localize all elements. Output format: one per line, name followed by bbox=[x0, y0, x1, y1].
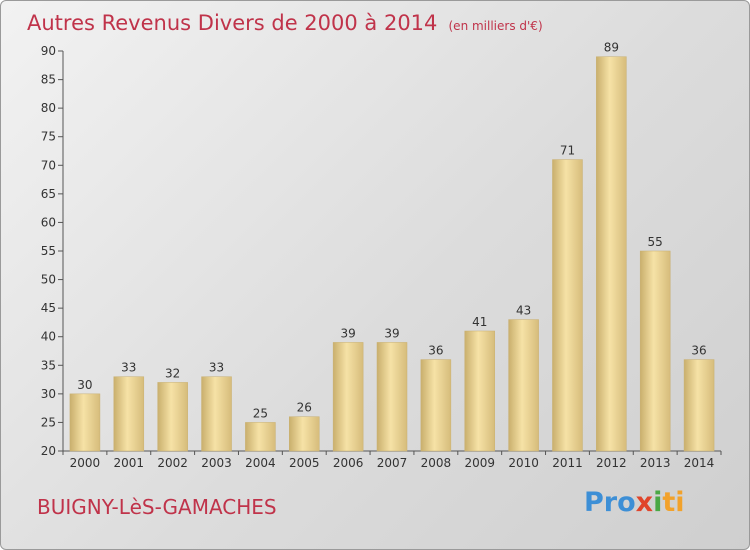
y-axis: 20 25 30 35 40 45 50 55 60 65 70 75 80 85 90 bbox=[41, 44, 64, 458]
bar-value-label: 25 bbox=[253, 406, 268, 420]
x-tick-label: 2009 bbox=[464, 456, 495, 470]
x-axis: 2000 2001 2002 2003 2004 2005 2006 2007 2008 2009… bbox=[62, 450, 722, 470]
x-tick-label: 2005 bbox=[289, 456, 320, 470]
bar bbox=[113, 376, 145, 452]
y-tick-label: 40 bbox=[41, 330, 56, 344]
bar-value-label: 71 bbox=[560, 144, 575, 158]
bar bbox=[508, 319, 539, 452]
bar-value-label: 30 bbox=[77, 378, 92, 392]
bar bbox=[69, 393, 101, 452]
y-tick-label: 65 bbox=[41, 187, 56, 201]
chart-title: Autres Revenus Divers de 2000 à 2014 (en… bbox=[27, 11, 543, 35]
x-tick-label: 2014 bbox=[684, 456, 715, 470]
bar bbox=[332, 342, 364, 452]
logo-part-1: Pro bbox=[584, 487, 636, 518]
x-tick-label: 2004 bbox=[245, 456, 276, 470]
y-tick-label: 80 bbox=[41, 101, 56, 115]
bar-value-label: 89 bbox=[604, 41, 619, 55]
x-tick-label: 2008 bbox=[421, 456, 452, 470]
y-tick-label: 90 bbox=[41, 44, 56, 58]
bar bbox=[683, 359, 715, 452]
proxiti-logo: Proxiti bbox=[584, 487, 685, 518]
y-tick-label: 70 bbox=[41, 158, 56, 172]
bar bbox=[157, 382, 188, 452]
bar-value-label: 26 bbox=[297, 401, 312, 415]
x-tick-label: 2011 bbox=[552, 456, 583, 470]
logo-part-2: x bbox=[635, 487, 654, 518]
x-tick-label: 2007 bbox=[377, 456, 408, 470]
bar bbox=[552, 159, 583, 452]
x-tick-label: 2000 bbox=[70, 456, 101, 470]
bar bbox=[245, 422, 276, 452]
y-tick-label: 75 bbox=[41, 130, 56, 144]
bar bbox=[420, 359, 452, 452]
logo-part-4: ti bbox=[662, 487, 685, 518]
x-tick-label: 2002 bbox=[157, 456, 188, 470]
bar-value-label: 39 bbox=[384, 326, 399, 340]
logo-part-3: i bbox=[653, 487, 663, 518]
y-tick-label: 20 bbox=[41, 444, 56, 458]
y-tick-label: 25 bbox=[41, 415, 56, 429]
x-tick-label: 2001 bbox=[114, 456, 145, 470]
bars: 30 33 32 33 25 26 39 39 36 41 43 71 89 55 36 bbox=[69, 41, 715, 452]
y-tick-label: 35 bbox=[41, 358, 56, 372]
y-tick-label: 55 bbox=[41, 244, 56, 258]
x-tick-label: 2013 bbox=[640, 456, 671, 470]
bar-value-label: 33 bbox=[209, 361, 224, 375]
x-tick-label: 2006 bbox=[333, 456, 364, 470]
bar bbox=[376, 342, 408, 452]
bar-value-label: 32 bbox=[165, 366, 180, 380]
chart-title-text: Autres Revenus Divers de 2000 à 2014 bbox=[27, 11, 438, 35]
bar-value-label: 41 bbox=[472, 315, 487, 329]
bar bbox=[639, 250, 671, 452]
y-tick-label: 85 bbox=[41, 73, 56, 87]
bar-value-label: 39 bbox=[340, 326, 355, 340]
bar-value-label: 43 bbox=[516, 304, 531, 318]
chart-subtitle: (en milliers d'€) bbox=[448, 19, 543, 33]
bar bbox=[596, 56, 627, 452]
bar-value-label: 36 bbox=[428, 344, 443, 358]
x-tick-label: 2003 bbox=[201, 456, 232, 470]
bar bbox=[289, 416, 320, 452]
y-tick-label: 30 bbox=[41, 387, 56, 401]
bar-value-label: 36 bbox=[691, 344, 706, 358]
bar bbox=[464, 330, 495, 452]
x-tick-label: 2012 bbox=[596, 456, 627, 470]
x-tick-label: 2010 bbox=[508, 456, 539, 470]
y-tick-label: 45 bbox=[41, 301, 56, 315]
y-tick-label: 60 bbox=[41, 215, 56, 229]
bar-value-label: 33 bbox=[121, 361, 136, 375]
y-tick-label: 50 bbox=[41, 273, 56, 287]
bar bbox=[201, 376, 232, 452]
commune-name: BUIGNY-LèS-GAMACHES bbox=[37, 495, 277, 519]
bar-value-label: 55 bbox=[648, 235, 663, 249]
